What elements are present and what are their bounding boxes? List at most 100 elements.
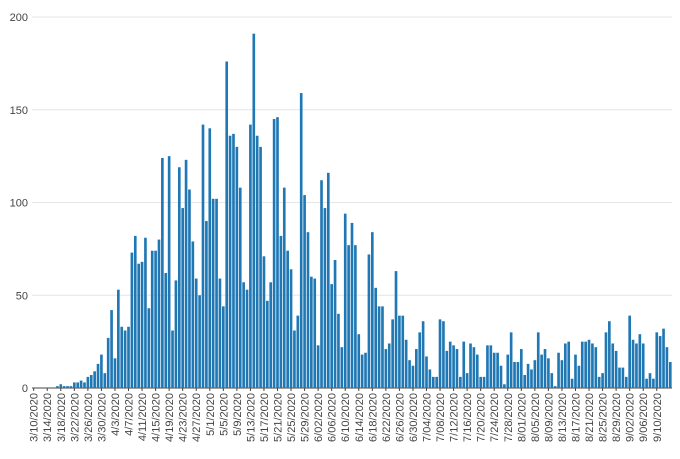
bar xyxy=(347,245,350,388)
x-tick-label: 5/29/2020 xyxy=(300,393,312,442)
x-tick-label: 7/04/2020 xyxy=(421,393,433,442)
bar xyxy=(228,135,232,388)
bar xyxy=(252,33,256,388)
bar xyxy=(465,373,469,388)
x-tick-label: 6/02/2020 xyxy=(313,393,325,442)
x-tick-label: 6/14/2020 xyxy=(354,393,366,442)
x-tick-label: 8/01/2020 xyxy=(516,393,528,442)
bar xyxy=(381,306,384,388)
bars xyxy=(56,33,672,389)
x-tick-label: 4/27/2020 xyxy=(191,393,203,442)
bar xyxy=(272,119,276,388)
x-tick-label: 3/22/2020 xyxy=(69,393,81,442)
bar xyxy=(191,241,195,388)
bar xyxy=(188,189,191,388)
bar xyxy=(374,287,378,388)
bar xyxy=(201,124,205,388)
bar xyxy=(489,345,493,388)
bar xyxy=(462,341,466,389)
bar xyxy=(550,373,554,388)
bar xyxy=(570,378,574,388)
bar xyxy=(357,334,361,388)
bar xyxy=(296,315,300,388)
bar xyxy=(326,172,330,388)
x-tick-label: 5/25/2020 xyxy=(286,393,298,442)
bar xyxy=(232,133,235,388)
bar xyxy=(167,156,171,389)
bar xyxy=(174,280,178,388)
bar xyxy=(93,371,96,388)
x-tick-label: 8/21/2020 xyxy=(584,393,596,442)
bar xyxy=(367,254,371,388)
bar xyxy=(120,326,124,388)
bar xyxy=(601,373,604,388)
bar xyxy=(73,382,76,388)
bar xyxy=(218,278,222,388)
bar xyxy=(343,213,347,388)
bar xyxy=(648,373,652,388)
bar xyxy=(354,245,357,388)
x-tick-label: 6/22/2020 xyxy=(381,393,393,442)
bar xyxy=(96,363,100,388)
bar xyxy=(313,278,317,388)
bar xyxy=(486,345,489,388)
bar xyxy=(56,386,59,388)
x-tick-label: 3/14/2020 xyxy=(42,393,54,442)
bar xyxy=(103,373,107,388)
bar xyxy=(293,330,296,388)
bar xyxy=(459,376,462,388)
bar xyxy=(631,339,635,388)
bar xyxy=(580,341,584,389)
bar xyxy=(215,198,218,388)
bar xyxy=(377,306,381,388)
x-tick-label: 3/18/2020 xyxy=(56,393,68,442)
bar xyxy=(597,376,601,388)
bar xyxy=(137,263,140,388)
bar xyxy=(614,350,618,388)
bar xyxy=(161,157,164,388)
bar xyxy=(320,180,323,388)
x-tick-label: 6/06/2020 xyxy=(327,393,339,442)
x-tick-label: 8/05/2020 xyxy=(530,393,542,442)
bar xyxy=(618,367,621,388)
bar xyxy=(394,271,398,388)
x-tick-label: 8/29/2020 xyxy=(611,393,623,442)
bar xyxy=(530,369,533,388)
y-tick-label: 0 xyxy=(22,383,28,395)
bar xyxy=(117,289,120,388)
bar xyxy=(262,256,266,388)
bar xyxy=(523,375,527,388)
bar xyxy=(225,61,229,389)
bar xyxy=(567,341,571,389)
bar xyxy=(408,360,411,388)
bar xyxy=(611,343,615,388)
bar xyxy=(536,332,540,388)
bar xyxy=(421,321,425,388)
x-tick-label: 3/10/2020 xyxy=(29,393,41,442)
bar xyxy=(127,326,130,388)
bar xyxy=(299,93,303,388)
x-tick-label: 6/30/2020 xyxy=(408,393,420,442)
x-tick-label: 6/18/2020 xyxy=(367,393,379,442)
bar xyxy=(364,352,367,388)
bar xyxy=(171,330,174,388)
bar xyxy=(245,289,249,388)
bar xyxy=(276,117,279,389)
bar xyxy=(655,332,659,388)
bar xyxy=(564,343,567,388)
bar xyxy=(404,339,408,388)
bar xyxy=(608,321,611,388)
bar xyxy=(289,269,293,388)
bar xyxy=(350,222,354,388)
bar xyxy=(472,347,476,388)
bar xyxy=(482,376,486,388)
bar xyxy=(401,315,405,388)
bar xyxy=(513,362,516,388)
y-tick-label: 100 xyxy=(10,198,28,210)
bar xyxy=(662,328,665,388)
bar xyxy=(418,332,422,388)
bar xyxy=(469,343,472,388)
bar xyxy=(574,354,577,388)
bar xyxy=(428,369,432,388)
